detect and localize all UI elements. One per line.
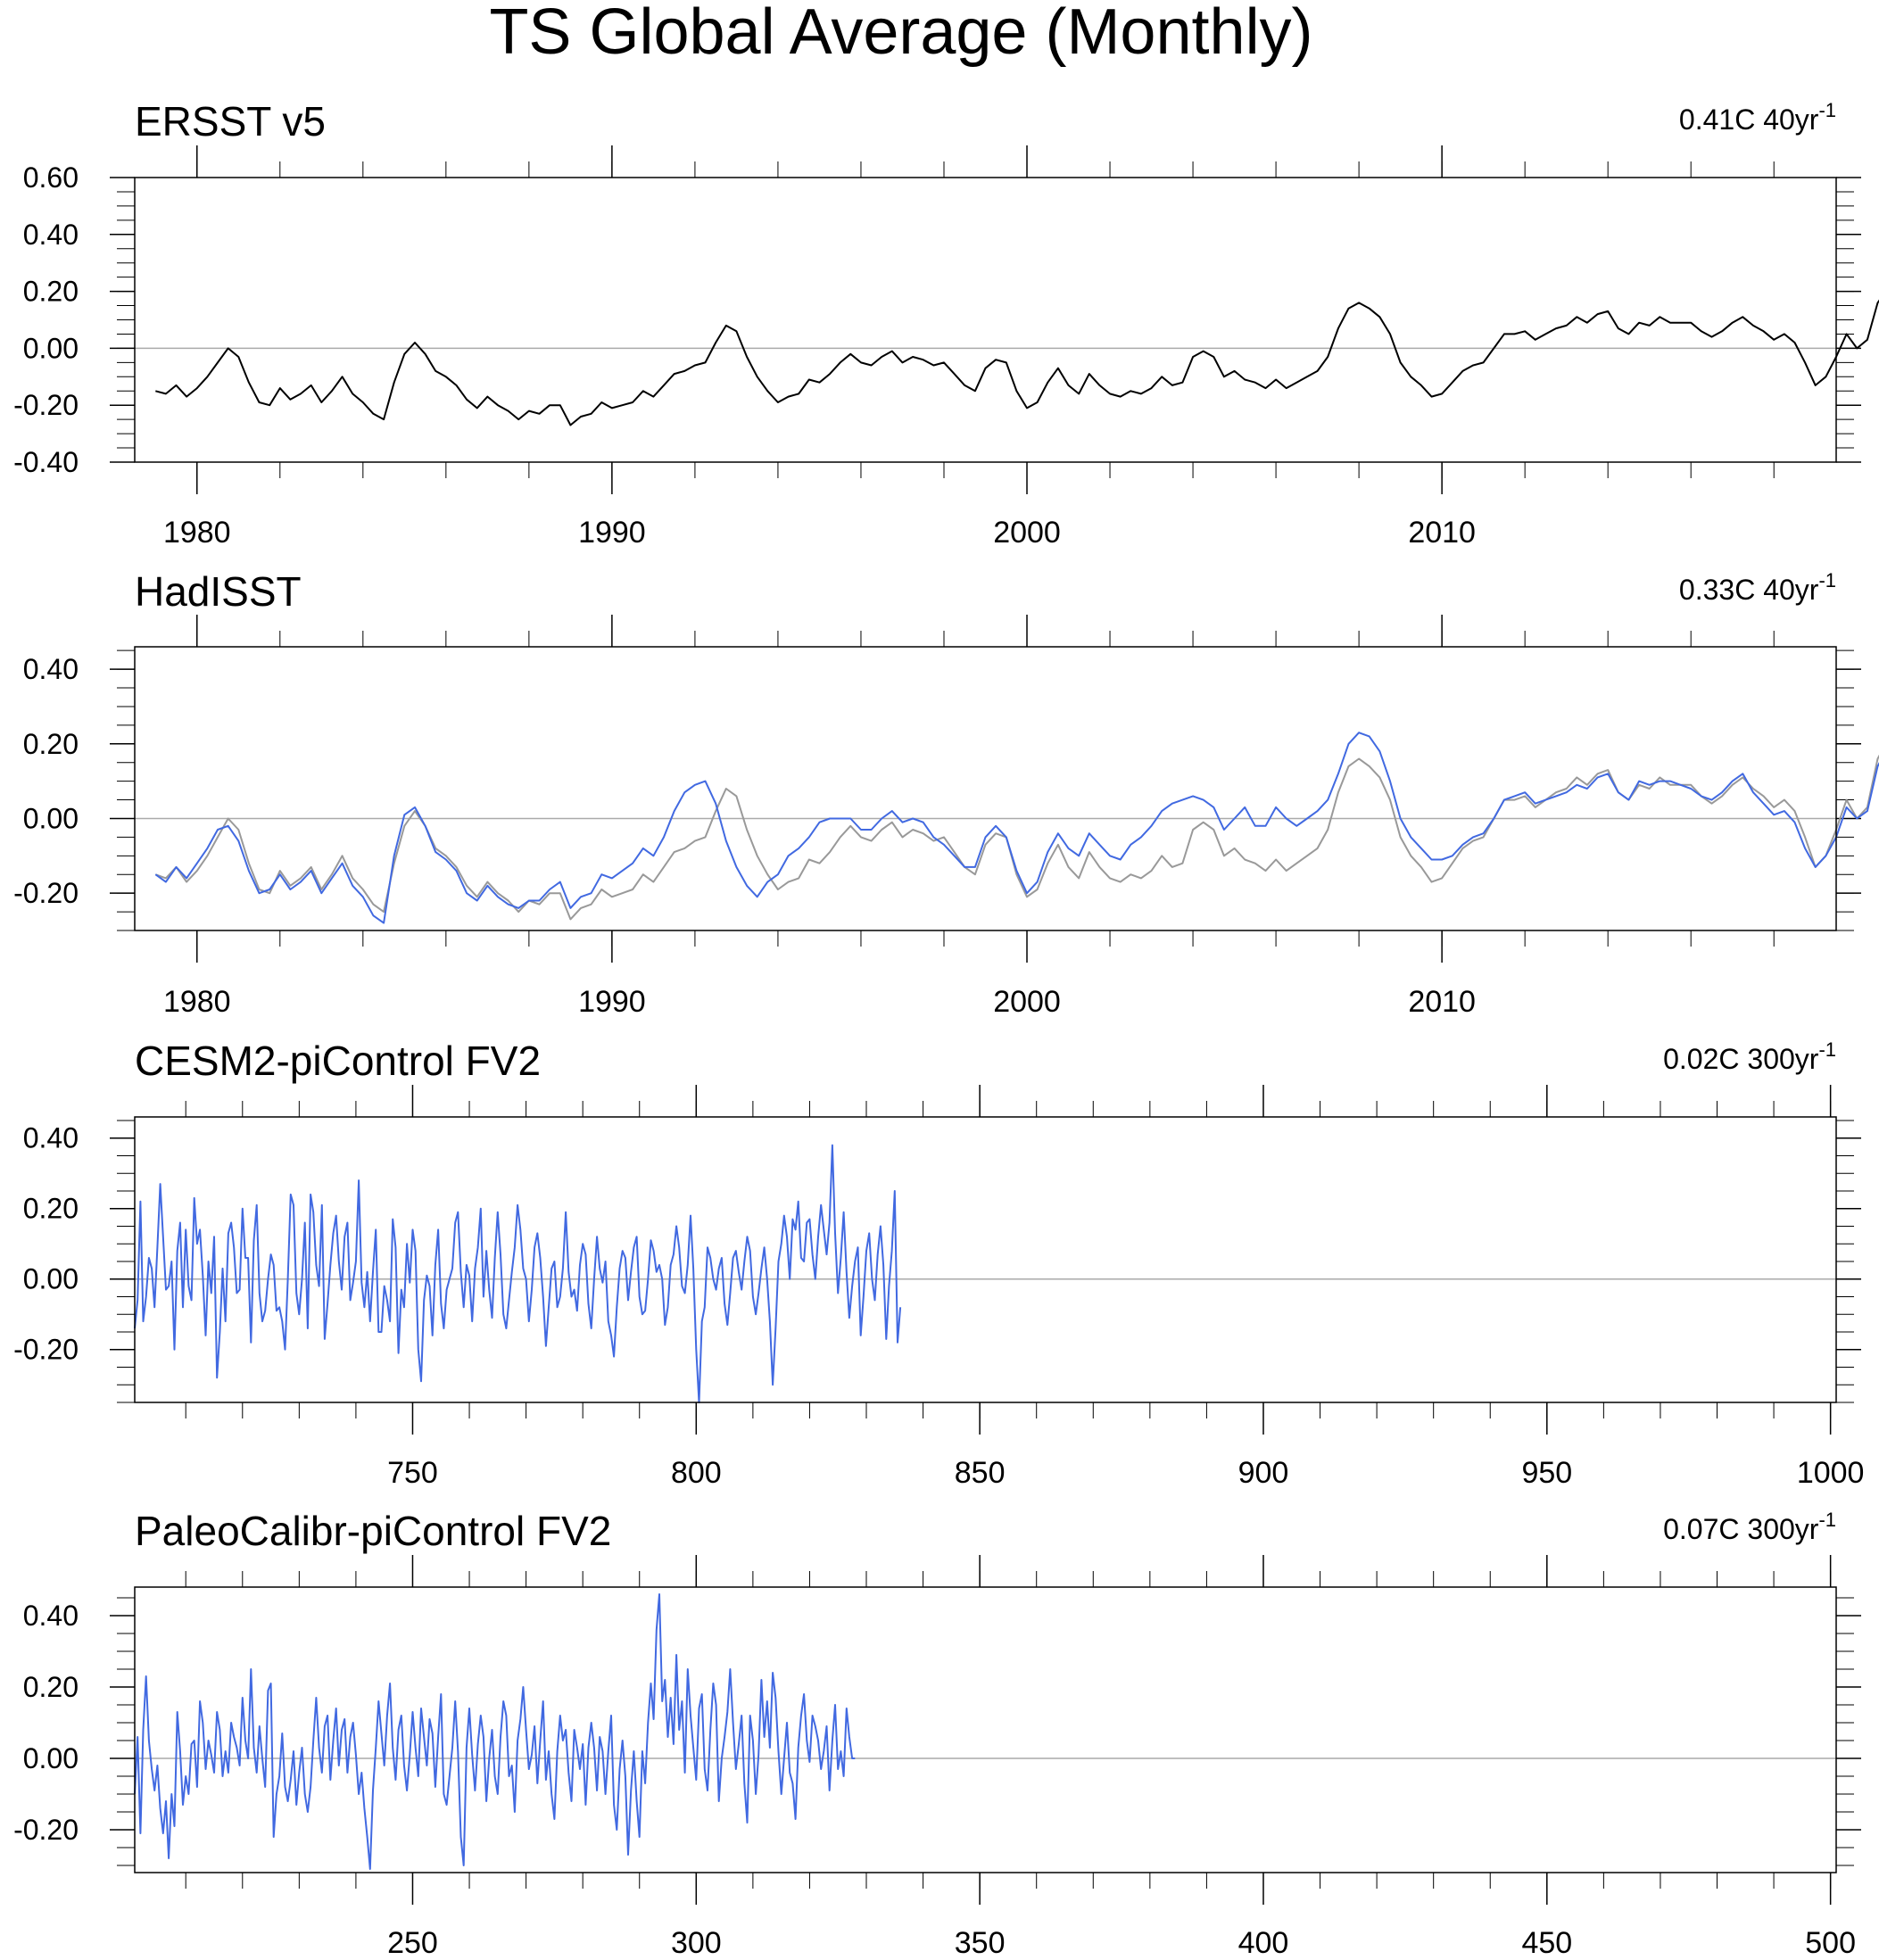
x-tick-label: 1990 [578, 516, 646, 550]
x-tick-label: 400 [1238, 1926, 1289, 1960]
y-tick-label: 0.00 [23, 1742, 79, 1774]
panel-title: CESM2-piControl FV2 [135, 1038, 541, 1084]
series-line-1 [134, 1144, 902, 1403]
trend-value: 0.41C 40yr [1679, 103, 1819, 136]
x-tick-label: 450 [1521, 1926, 1572, 1960]
panel-title: PaleoCalibr-piControl FV2 [135, 1508, 611, 1554]
trend-label: 0.07C 300yr-1 [1663, 1509, 1836, 1545]
plot-frame [134, 177, 1837, 463]
x-tick-label: 900 [1238, 1456, 1289, 1490]
series-line-1 [155, 299, 1879, 426]
series-line-2 [154, 732, 1879, 924]
y-tick-label: 0.00 [23, 332, 79, 364]
x-tick-label: 1990 [578, 985, 646, 1019]
panel-title: ERSST v5 [135, 98, 326, 145]
panel-2: HadISST 0.33C 40yr-1 -0.20 0.00 0.20 0.40 1980… [13, 568, 1879, 1019]
plot-frame [134, 1116, 1837, 1403]
figure-title: TS Global Average (Monthly) [489, 0, 1312, 68]
y-tick-label: -0.20 [13, 877, 79, 909]
y-tick-label: -0.20 [13, 389, 79, 421]
y-tick-label: 0.20 [23, 1671, 79, 1703]
y-tick-label: 0.20 [23, 1193, 79, 1225]
y-tick-label: -0.40 [13, 446, 79, 478]
y-tick-label: 0.40 [23, 653, 79, 685]
trend-value: 0.07C 300yr [1663, 1513, 1819, 1545]
x-tick-label: 2010 [1408, 985, 1476, 1019]
x-tick-label: 2000 [993, 516, 1061, 550]
x-tick-label: 1980 [163, 516, 231, 550]
trend-exponent: -1 [1818, 569, 1836, 591]
x-tick-label: 500 [1805, 1926, 1856, 1960]
y-tick-label: 0.00 [23, 1263, 79, 1295]
trend-label: 0.02C 300yr-1 [1663, 1038, 1836, 1075]
panel-title: HadISST [135, 568, 302, 615]
trend-exponent: -1 [1818, 1509, 1836, 1531]
x-tick-label: 350 [955, 1926, 1006, 1960]
y-tick-label: 0.60 [23, 161, 79, 194]
y-tick-label: 0.40 [23, 219, 79, 251]
trend-label: 0.33C 40yr-1 [1679, 569, 1836, 606]
y-tick-label: -0.20 [13, 1334, 79, 1366]
x-tick-label: 1000 [1797, 1456, 1865, 1490]
series-line-1 [154, 754, 1879, 921]
panel-1: ERSST v5 0.41C 40yr-1 -0.40 -0.20 0.00 0.20 0.… [13, 98, 1879, 550]
x-tick-label: 800 [671, 1456, 722, 1490]
x-tick-label: 750 [387, 1456, 438, 1490]
x-tick-label: 950 [1521, 1456, 1572, 1490]
y-tick-label: 0.00 [23, 802, 79, 834]
y-tick-label: 0.20 [23, 276, 79, 308]
panel-4: PaleoCalibr-piControl FV2 0.07C 300yr-1 -0… [13, 1508, 1861, 1960]
x-tick-label: 2010 [1408, 516, 1476, 550]
plot-frame [134, 1586, 1837, 1873]
trend-value: 0.02C 300yr [1663, 1043, 1819, 1075]
trend-exponent: -1 [1818, 1038, 1836, 1061]
trend-label: 0.41C 40yr-1 [1679, 99, 1836, 136]
trend-exponent: -1 [1818, 99, 1836, 121]
series-line-1 [134, 1593, 856, 1870]
y-tick-label: 0.40 [23, 1122, 79, 1154]
y-tick-label: 0.20 [23, 728, 79, 760]
x-tick-label: 2000 [993, 985, 1061, 1019]
y-tick-label: 0.40 [23, 1600, 79, 1632]
x-tick-label: 850 [955, 1456, 1006, 1490]
panel-3: CESM2-piControl FV2 0.02C 300yr-1 -0.20 0.0… [13, 1038, 1864, 1490]
trend-value: 0.33C 40yr [1679, 574, 1819, 606]
plot-frame [134, 646, 1837, 931]
x-tick-label: 1980 [163, 985, 231, 1019]
y-tick-label: -0.20 [13, 1814, 79, 1846]
x-tick-label: 250 [387, 1926, 438, 1960]
x-tick-label: 300 [671, 1926, 722, 1960]
